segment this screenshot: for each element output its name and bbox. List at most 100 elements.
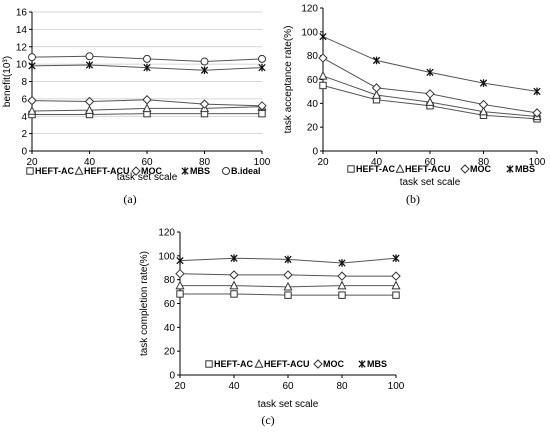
x-tick-label: 100	[529, 157, 546, 168]
x-tick-label: 80	[336, 381, 348, 392]
series-line	[322, 36, 538, 92]
chart-a: 0 2 4 6 8 10 12 14 16 20 40 60 80 100 task set scale be…	[2, 8, 271, 207]
legend-marker	[74, 165, 84, 175]
y-tick-label: 120	[301, 4, 318, 15]
data-point	[230, 290, 238, 298]
legend-marker	[181, 167, 189, 175]
data-point	[337, 280, 347, 290]
x-tick-label: 60	[141, 157, 153, 168]
legend-marker	[506, 165, 514, 173]
legend-label: MBS	[515, 164, 535, 174]
data-point	[319, 32, 327, 41]
data-point	[200, 57, 209, 66]
data-point	[337, 271, 347, 281]
legend-label: MOC	[141, 166, 162, 176]
legend-label: MOC	[323, 359, 344, 369]
legend-label: MOC	[470, 164, 491, 174]
data-point	[85, 52, 94, 61]
data-point	[338, 259, 346, 267]
legend-marker	[313, 359, 323, 369]
data-point	[28, 53, 36, 62]
data-point	[142, 103, 152, 113]
y-tick-label: 100	[301, 27, 318, 38]
x-tick-label: 60	[424, 157, 436, 168]
legend-label: HEFT-AC	[214, 359, 253, 369]
data-point	[426, 68, 434, 77]
data-point	[27, 105, 37, 115]
data-point	[371, 89, 382, 99]
y-tick-label: 0	[312, 147, 318, 158]
data-point	[425, 89, 435, 99]
data-point	[478, 99, 489, 110]
y-tick-label: 0	[169, 371, 175, 382]
legend-marker	[395, 163, 405, 173]
panel-label: (a)	[123, 192, 136, 206]
y-axis-label: task completion rate(%)	[139, 251, 150, 356]
legend-label: HEFT-AC	[35, 166, 74, 176]
series-mbs	[176, 254, 400, 267]
series-moc	[175, 269, 401, 281]
data-point	[200, 66, 209, 75]
data-point	[257, 101, 267, 111]
data-point	[533, 87, 541, 96]
data-point	[28, 62, 36, 70]
y-tick-label: 40	[307, 99, 319, 110]
legend-label: HEFT-ACU	[264, 359, 310, 369]
series-heft-ac	[176, 290, 400, 299]
legend-marker	[205, 360, 213, 368]
y-tick-label: 6	[21, 94, 27, 105]
data-point	[532, 108, 542, 118]
data-point	[338, 291, 346, 299]
legend-marker	[222, 167, 230, 175]
legend-label: MBS	[367, 359, 387, 369]
y-tick-label: 14	[16, 25, 28, 36]
y-tick-label: 12	[16, 42, 28, 53]
x-tick-label: 40	[84, 157, 96, 168]
series-mbs	[28, 61, 266, 75]
y-tick-label: 20	[164, 347, 176, 358]
y-tick-label: 8	[21, 77, 27, 88]
y-tick-label: 80	[164, 275, 176, 286]
panel-label: (b)	[406, 192, 420, 206]
legend-label: HEFT-AC	[356, 164, 395, 174]
data-point	[318, 70, 328, 80]
data-point	[84, 105, 95, 114]
y-tick-label: 10	[16, 60, 28, 71]
series-heft-acu	[318, 70, 542, 121]
y-tick-label: 60	[164, 299, 176, 310]
data-point	[392, 291, 400, 299]
series-moc	[318, 53, 542, 118]
data-point	[391, 271, 401, 281]
legend: HEFT-AC HEFT-ACU MOC MBS	[205, 358, 387, 369]
x-axis-label: task set scale	[400, 177, 461, 188]
y-tick-label: 4	[21, 112, 27, 123]
data-point	[85, 61, 94, 69]
legend-marker	[358, 360, 366, 368]
x-axis-label: task set scale	[258, 399, 319, 410]
y-tick-label: 0	[21, 147, 27, 158]
y-axis-label: benefit(10³)	[2, 56, 13, 107]
legend-label: HEFT-ACU	[84, 166, 130, 176]
y-tick-label: 80	[307, 51, 319, 62]
data-point	[479, 79, 488, 87]
legend-marker	[26, 167, 34, 175]
x-tick-label: 80	[199, 157, 211, 168]
panel-label: (c)	[261, 413, 274, 427]
series-b-ideal	[28, 52, 266, 66]
data-point	[176, 290, 184, 298]
data-point	[199, 99, 210, 109]
y-tick-label: 20	[307, 123, 319, 134]
y-tick-label: 40	[164, 323, 176, 334]
series-heft-acu	[175, 280, 401, 291]
x-tick-label: 20	[26, 157, 38, 168]
data-point	[284, 255, 292, 264]
x-tick-label: 100	[388, 381, 405, 392]
x-tick-label: 20	[174, 381, 186, 392]
data-point	[258, 54, 266, 63]
legend-label: B.ideal	[231, 166, 261, 176]
series-mbs	[319, 32, 541, 96]
y-tick-label: 120	[158, 228, 175, 239]
x-tick-label: 40	[228, 381, 240, 392]
